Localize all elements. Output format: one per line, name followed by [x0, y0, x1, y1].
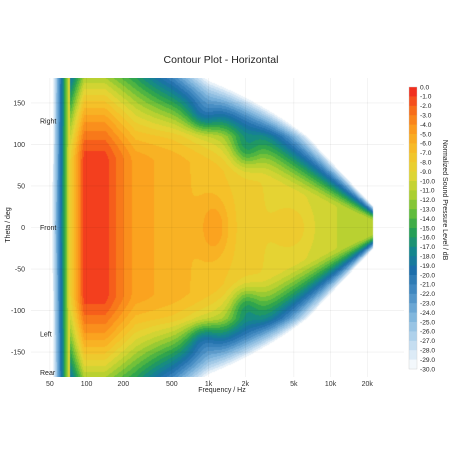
- x-tick-label: 20k: [362, 381, 374, 388]
- colorbar-swatch: [409, 124, 417, 135]
- colorbar-tick-label: -29.0: [420, 357, 435, 364]
- colorbar-swatch: [409, 228, 417, 238]
- colorbar-tick-label: -16.0: [420, 235, 435, 242]
- colorbar-swatch: [409, 256, 417, 266]
- colorbar-tick-label: -21.0: [420, 282, 435, 289]
- colorbar-swatch: [409, 209, 417, 219]
- angle-annotation: Front: [40, 225, 56, 232]
- colorbar-tick-label: -15.0: [420, 225, 435, 232]
- chart-title: Contour Plot - Horizontal: [164, 54, 279, 66]
- colorbar-tick-label: -24.0: [420, 310, 435, 317]
- colorbar-swatch: [409, 322, 417, 332]
- colorbar-label: Normalized Sound Pressure Level / dB: [441, 140, 448, 261]
- y-tick-label: 0: [21, 225, 25, 232]
- colorbar-swatch: [409, 284, 417, 295]
- colorbar-swatch: [409, 303, 417, 313]
- contour-field: [31, 78, 404, 377]
- colorbar-tick-label: -1.0: [420, 94, 432, 101]
- colorbar-tick-label: -4.0: [420, 122, 432, 129]
- x-tick-label: 2k: [242, 381, 250, 388]
- colorbar-swatch: [409, 340, 417, 351]
- x-tick-label: 200: [117, 381, 129, 388]
- colorbar-swatch: [409, 96, 417, 107]
- colorbar-swatch: [409, 181, 417, 191]
- colorbar-swatch: [409, 199, 417, 210]
- colorbar-swatch: [409, 190, 417, 201]
- colorbar-tick-label: -2.0: [420, 103, 432, 110]
- colorbar-swatch: [409, 87, 417, 97]
- colorbar-swatch: [409, 312, 417, 323]
- plot-area: 50 100 200 500 1k 2k 5k 10k 20k150100500-50-100-…: [11, 78, 404, 388]
- y-axis-label: Theta / deg: [5, 207, 12, 243]
- colorbar-tick-label: -13.0: [420, 207, 435, 214]
- colorbar-tick-label: -22.0: [420, 291, 435, 298]
- colorbar-tick-label: -14.0: [420, 216, 435, 223]
- x-axis-label: Frequency / Hz: [198, 387, 246, 394]
- y-tick-label: -100: [11, 308, 25, 315]
- colorbar-frame: [408, 86, 418, 370]
- colorbar-swatch: [409, 152, 417, 163]
- colorbar-tick-label: -6.0: [420, 141, 432, 148]
- colorbar-tick-label: -5.0: [420, 131, 432, 138]
- colorbar-swatch: [409, 105, 417, 116]
- colorbar-tick-label: -11.0: [420, 188, 435, 195]
- colorbar-tick-label: -20.0: [420, 272, 435, 279]
- colorbar-tick-label: -23.0: [420, 301, 435, 308]
- colorbar-swatch: [409, 237, 417, 248]
- colorbar-tick-label: -28.0: [420, 348, 435, 355]
- colorbar-tick-label: 0.0: [420, 84, 429, 91]
- colorbar-tick-label: -30.0: [420, 366, 435, 373]
- colorbar-tick-label: -27.0: [420, 338, 435, 345]
- colorbar-tick-label: -25.0: [420, 319, 435, 326]
- y-tick-label: -50: [15, 267, 25, 274]
- colorbar-swatch: [409, 331, 417, 342]
- x-tick-label: 1k: [205, 381, 213, 388]
- colorbar-tick-label: -19.0: [420, 263, 435, 270]
- y-tick-label: 150: [13, 100, 25, 107]
- y-tick-label: -150: [11, 350, 25, 357]
- colorbar-tick-label: -10.0: [420, 178, 435, 185]
- y-tick-label: 50: [17, 183, 25, 190]
- colorbar-tick-label: -8.0: [420, 160, 432, 167]
- angle-annotation: Left: [40, 331, 52, 338]
- x-tick-label: 5k: [290, 381, 298, 388]
- colorbar-swatch: [409, 143, 417, 154]
- x-tick-label: 10k: [325, 381, 337, 388]
- colorbar-tick-label: -17.0: [420, 244, 435, 251]
- colorbar-swatch: [409, 218, 417, 229]
- x-tick-label: 100: [81, 381, 93, 388]
- colorbar-tick-label: -26.0: [420, 329, 435, 336]
- x-tick-label: 500: [166, 381, 178, 388]
- colorbar-tick-label: -12.0: [420, 197, 435, 204]
- angle-annotation: Right: [40, 119, 56, 126]
- colorbar-tick-label: -18.0: [420, 254, 435, 261]
- colorbar-swatch: [409, 115, 417, 125]
- colorbar-tick-label: -3.0: [420, 113, 432, 120]
- x-tick-label: 50: [46, 381, 54, 388]
- colorbar-swatch: [409, 293, 417, 304]
- colorbar-swatch: [409, 275, 417, 285]
- angle-annotation: Rear: [40, 370, 56, 377]
- colorbar: 0.0 -1.0 -2.0 -3.0 -4.0 -5.0 -6.0 -7.0 -8.0 -9.0 -…: [408, 84, 435, 373]
- colorbar-swatch: [409, 134, 417, 144]
- colorbar-swatch: [409, 246, 417, 257]
- colorbar-swatch: [409, 171, 417, 182]
- y-tick-label: 100: [13, 142, 25, 149]
- colorbar-swatch: [409, 350, 417, 360]
- colorbar-tick-label: -7.0: [420, 150, 432, 157]
- colorbar-tick-label: -9.0: [420, 169, 432, 176]
- colorbar-swatch: [409, 359, 417, 370]
- colorbar-swatch: [409, 265, 417, 276]
- colorbar-swatch: [409, 162, 417, 172]
